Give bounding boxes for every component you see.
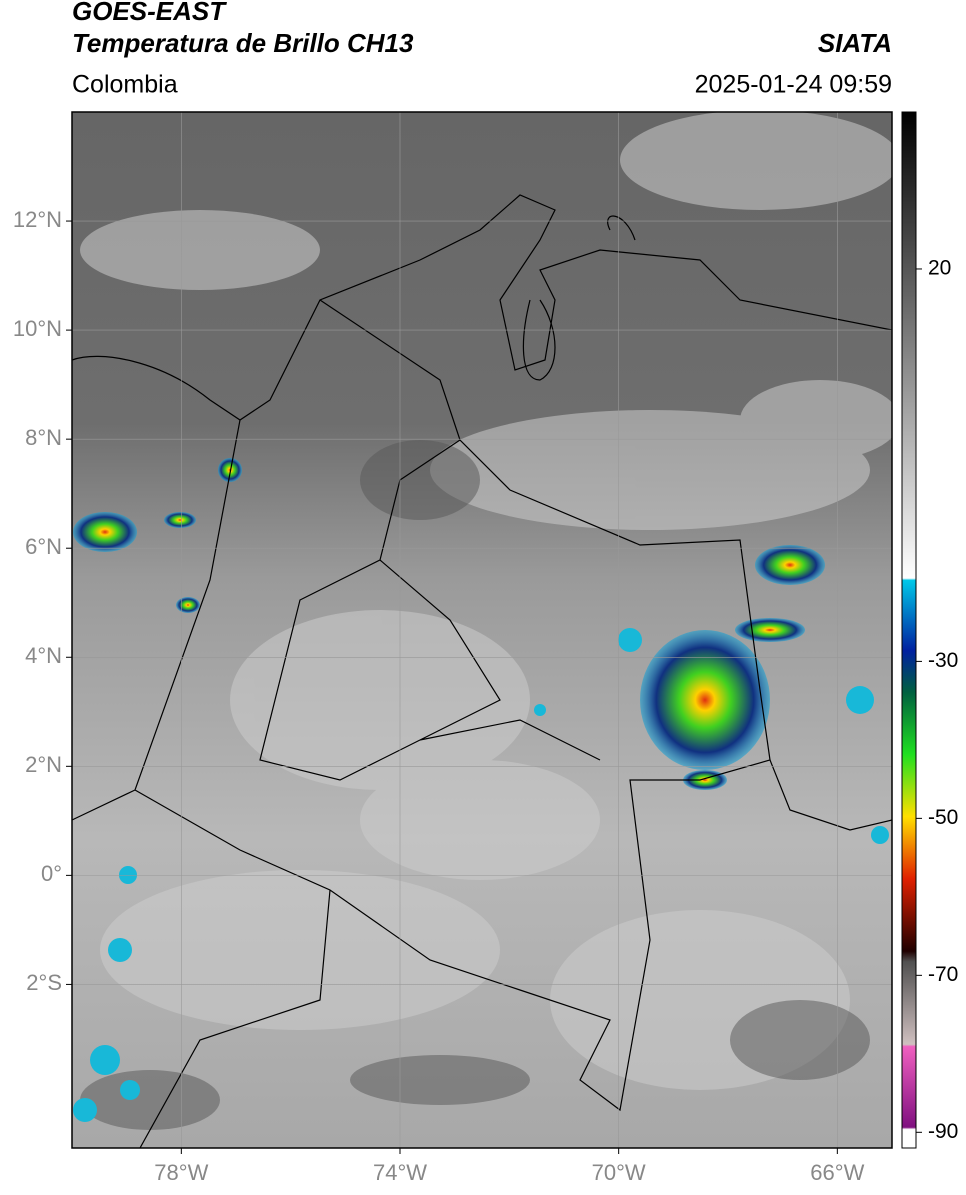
lon-tick-label: 70°W [592,1160,646,1185]
map-frame [71,111,893,1149]
lat-tick-label: 6°N [25,534,62,559]
lat-tick-label: 8°N [25,425,62,450]
title: Temperatura de Brillo CH13 [72,28,414,58]
lon-tick-label: 78°W [154,1160,208,1185]
lat-tick-label: 12°N [13,207,62,232]
title: GOES-EAST [72,0,227,26]
lat-tick-label: 2°S [26,970,62,995]
map [72,112,892,1148]
colorbar-tick-label: 20 [928,257,951,280]
colorbar-tick-label: -70 [928,963,958,986]
lat-tick-label: 10°N [13,316,62,341]
colorbar [901,111,917,1149]
convection [73,458,825,790]
dark-areas [80,440,870,1130]
lon-tick-label: 66°W [810,1160,864,1185]
lat-tick-label: 4°N [25,643,62,668]
graticule [72,112,892,1148]
source: SIATA [818,28,892,58]
lon-tick-label: 74°W [373,1160,427,1185]
colorbar-tick-label: -50 [928,806,958,829]
cold-speckles [73,628,889,1122]
lat-tick-label: 2°N [25,752,62,777]
colorbar-tick-label: -30 [928,649,958,672]
datetime: 2025-01-24 09:59 [695,71,892,99]
colorbar-tick-label: -90 [928,1120,958,1143]
region: Colombia [72,71,178,99]
lat-tick-label: 0° [41,861,62,886]
